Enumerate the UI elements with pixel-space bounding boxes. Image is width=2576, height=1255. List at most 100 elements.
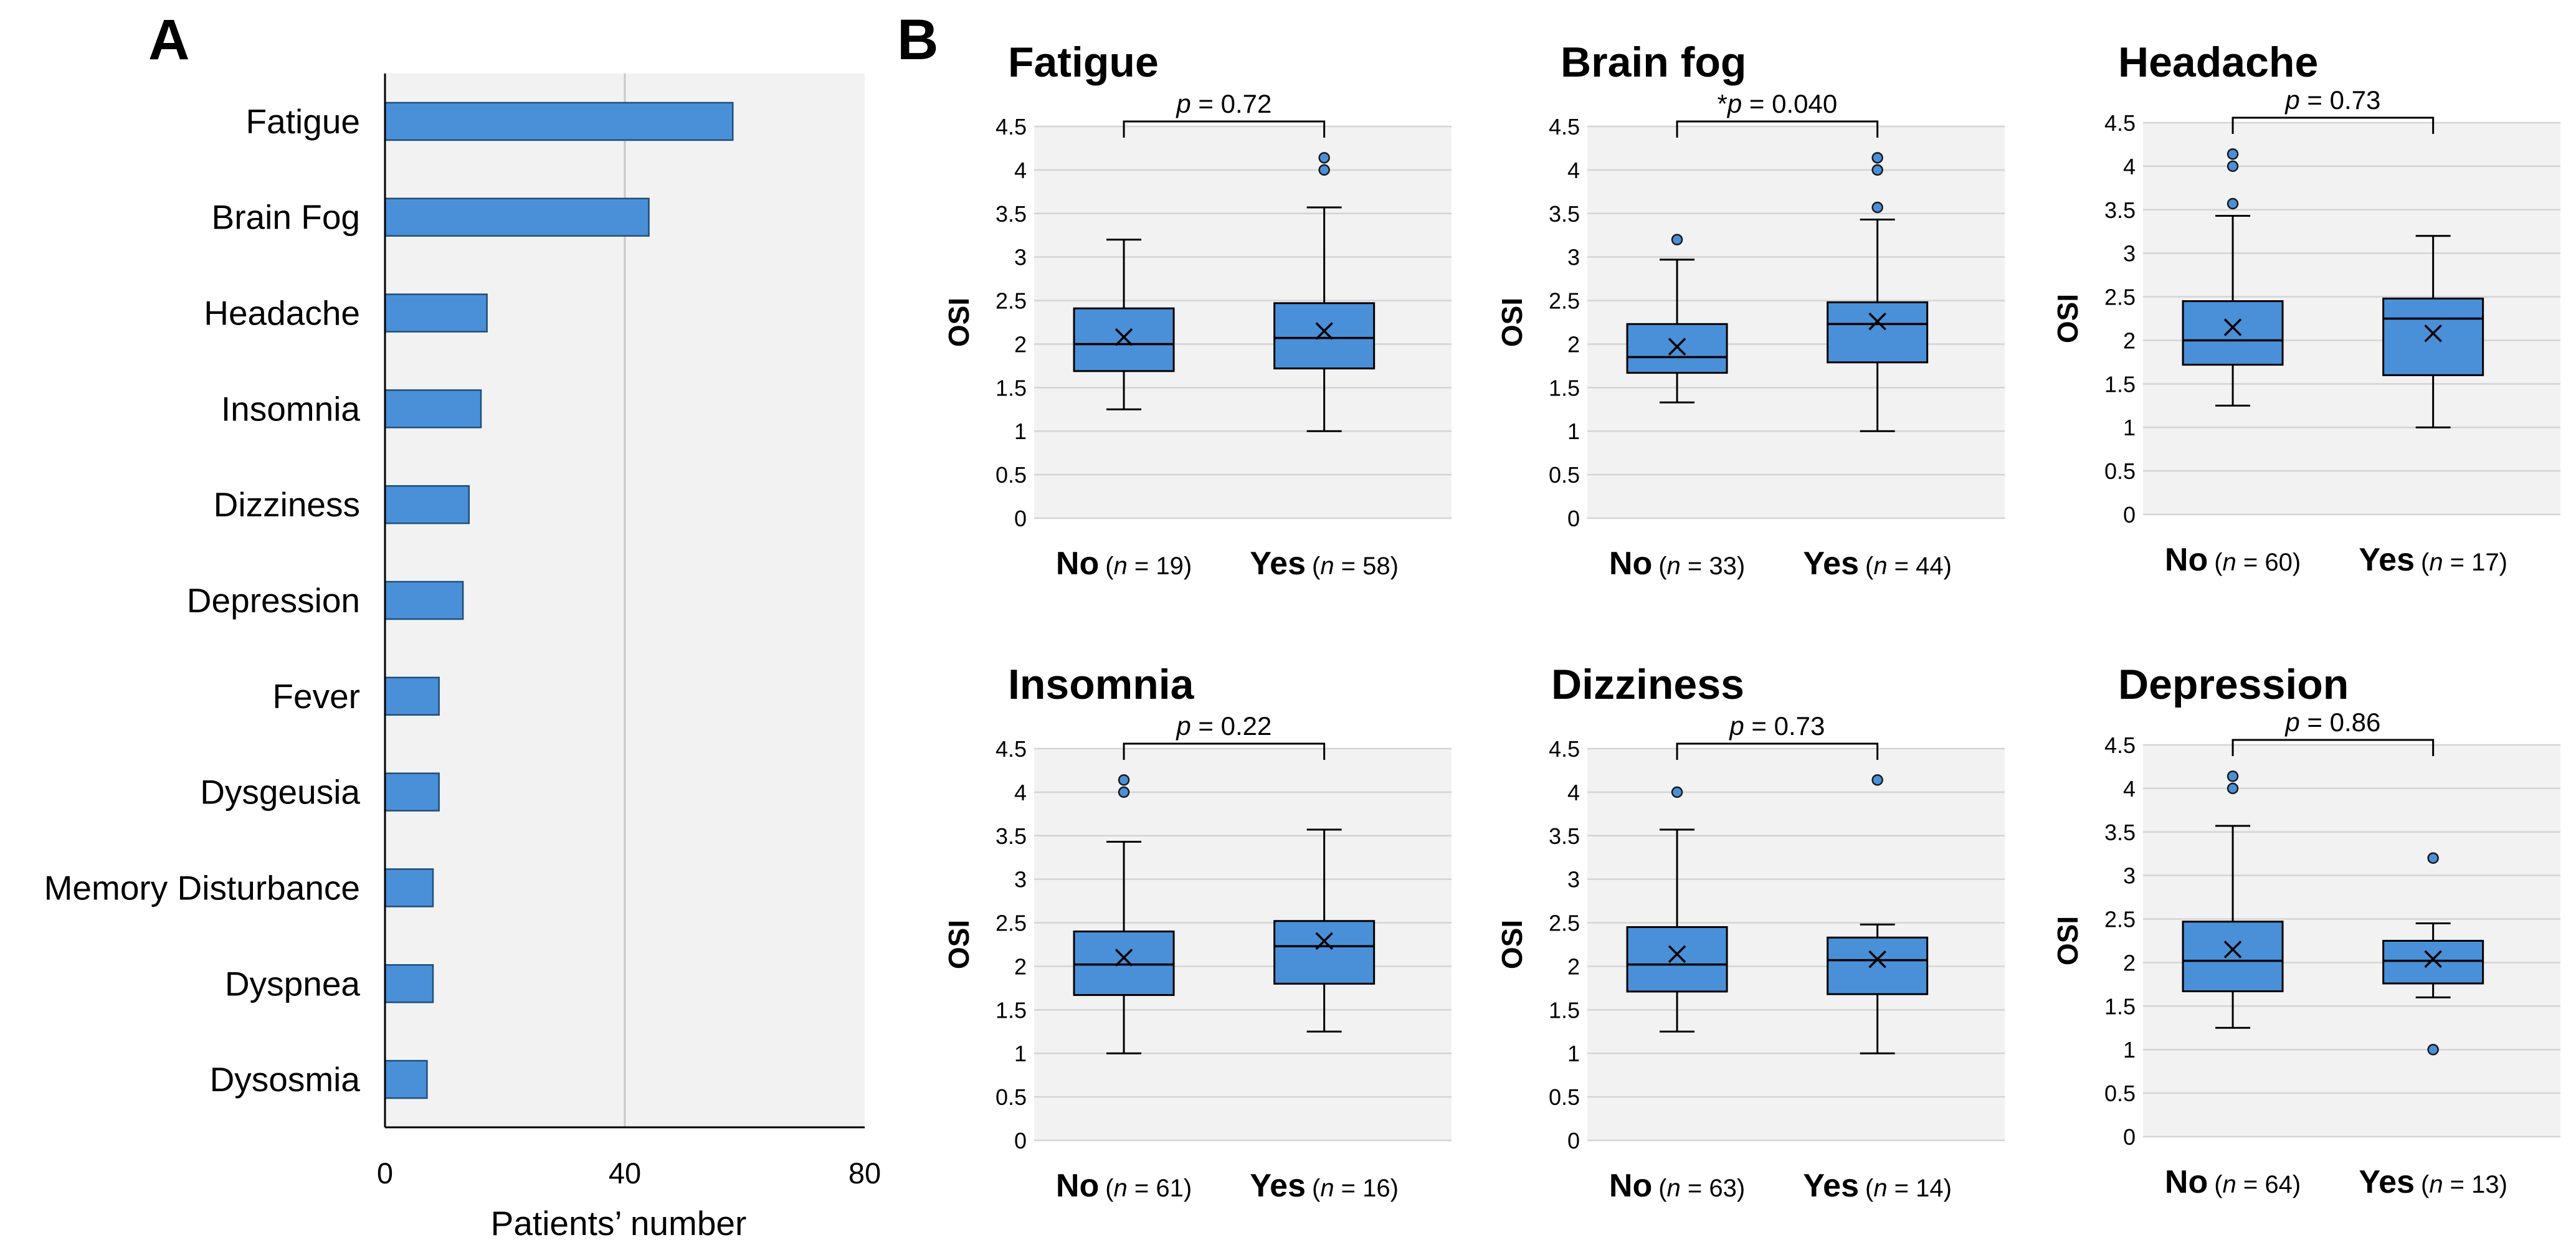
box-group-yes: Yes (n = 16) [1250,828,1399,1204]
iqr-box [1827,301,1929,364]
n-value: = 19) [1128,552,1192,580]
panel-title: Headache [2118,39,2318,86]
n-symbol: n [2429,1171,2443,1198]
x-tick-label: 0 [377,1157,393,1190]
box-group-yes: Yes (n = 44) [1803,152,1952,582]
category-label: Depression [187,581,360,620]
group-label: Yes (n = 16) [1250,1168,1399,1204]
p-symbol: p [1175,89,1191,118]
n-value: = 16) [1334,1175,1399,1202]
box-group-yes: Yes (n = 17) [2359,235,2507,578]
y-tick-label: 4 [1014,158,1027,183]
n-symbol: n [1667,1175,1681,1202]
outlier-point [1871,164,1883,176]
iqr-box [1626,323,1728,374]
n-paren: ( [1312,552,1321,580]
group-label: Yes (n = 44) [1803,546,1952,582]
bar-dyspnea [384,964,434,1003]
y-tick-label: 2.5 [1549,911,1580,936]
outlier-point [1118,774,1130,786]
bar-insomnia [384,389,482,429]
outlier-point [1871,774,1883,786]
p-value-label: p = 0.72 [1175,89,1271,118]
n-value: = 60) [2236,549,2301,576]
y-tick-label: 2 [1014,331,1027,357]
p-symbol: p [1728,711,1744,741]
y-tick-label: 4.5 [1549,114,1580,140]
category-label: Brain Fog [212,198,360,237]
group-name: No [1609,546,1652,582]
y-tick-label: 1 [2123,415,2136,440]
group-n: (n = 58) [1312,552,1399,580]
group-name: Yes [1250,1168,1306,1204]
group-n: (n = 19) [1105,552,1192,580]
n-paren: ( [1865,552,1874,580]
group-n: (n = 33) [1658,552,1745,580]
p-number: = 0.22 [1191,711,1272,741]
n-symbol: n [2223,1171,2236,1198]
p-value-label: p = 0.73 [2284,85,2380,115]
iqr-box [2382,940,2484,985]
y-tick-label: 3.5 [996,823,1027,849]
iqr-box [1827,936,1929,995]
group-label: Yes (n = 58) [1250,546,1399,582]
group-n: (n = 64) [2214,1171,2301,1198]
n-symbol: n [1114,552,1128,580]
outlier-point [2227,148,2239,160]
group-n: (n = 44) [1865,552,1952,580]
outlier-point [1318,164,1330,176]
group-label: Yes (n = 14) [1803,1168,1952,1204]
group-label: No (n = 33) [1609,546,1745,582]
n-symbol: n [2223,549,2236,576]
n-paren: ( [2421,549,2430,576]
y-tick-label: 2.5 [1549,288,1580,314]
y-tick-label: 2 [1567,954,1580,979]
bar-depression [384,580,464,620]
y-tick-label: 3 [1567,867,1580,893]
group-n: (n = 63) [1658,1175,1745,1202]
y-axis-title: OSI [2051,916,2084,965]
y-tick-label: 1.5 [996,997,1027,1023]
category-label: Dizziness [214,485,360,524]
iqr-box [2382,297,2484,376]
n-paren: ( [1105,552,1114,580]
group-name: Yes [1803,546,1859,582]
y-tick-label: 3 [1014,245,1027,270]
group-label: No (n = 64) [2165,1164,2301,1200]
bar-brain-fog [384,197,650,237]
group-label: Yes (n = 13) [2359,1164,2507,1200]
y-tick-label: 0.5 [996,462,1027,488]
group-name: Yes [1803,1168,1859,1204]
p-symbol: p [2284,85,2299,115]
outlier-point [1671,786,1683,798]
y-tick-label: 3 [1567,245,1580,270]
y-tick-label: 4 [2123,776,2136,802]
bar-fatigue [384,102,734,141]
n-symbol: n [1667,552,1681,580]
mean-marker [1315,322,1333,340]
y-tick-label: 3.5 [2104,197,2136,223]
p-number: = 0.73 [2300,85,2381,115]
mean-marker [2424,324,2442,343]
mean-marker [2223,318,2242,336]
group-name: Yes [2359,542,2415,578]
y-tick-label: 0.5 [1549,462,1580,488]
group-n: (n = 16) [1312,1175,1399,1202]
n-paren: ( [1658,552,1667,580]
n-value: = 33) [1681,552,1745,580]
p-prefix: * [1718,89,1728,118]
n-paren: ( [2421,1171,2430,1198]
mean-marker [1115,949,1133,967]
y-tick-label: 4.5 [996,736,1027,762]
n-value: = 58) [1334,552,1399,580]
n-symbol: n [1320,1175,1334,1202]
n-value: = 61) [1128,1175,1192,1202]
significance-bracket [2231,739,2435,756]
n-symbol: n [1873,1175,1887,1202]
y-tick-label: 4 [1567,780,1580,805]
y-tick-label: 2 [1014,954,1027,979]
